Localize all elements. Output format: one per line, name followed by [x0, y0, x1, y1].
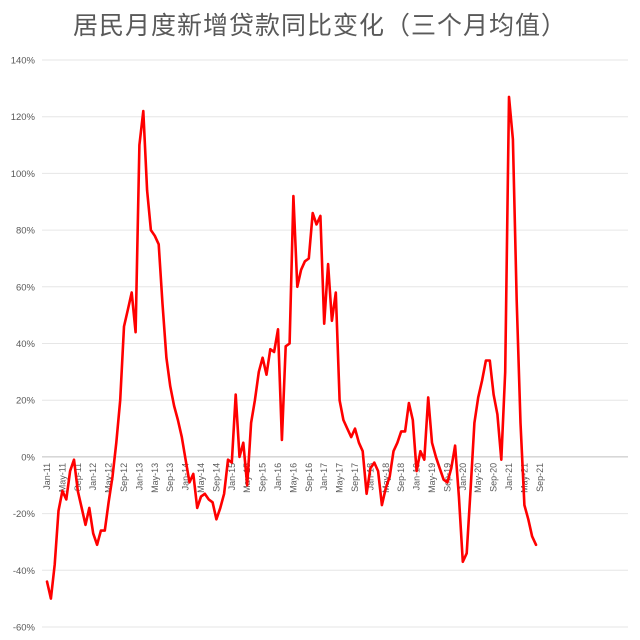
x-tick-label: Sep-14 [211, 463, 221, 492]
x-tick-label: May-18 [381, 463, 391, 493]
grid-layer [42, 59, 628, 628]
x-tick-label: Sep-11 [73, 463, 83, 491]
x-tick-label: May-16 [288, 463, 298, 493]
x-tick-label: May-19 [427, 463, 437, 493]
x-tick-label: Sep-15 [258, 463, 268, 492]
x-tick-label: Jan-16 [273, 463, 283, 491]
y-tick-label: 60% [16, 282, 36, 293]
y-tick-label: 140% [11, 56, 36, 67]
x-tick-label: Sep-17 [350, 463, 360, 492]
x-tick-label: Jan-20 [458, 463, 468, 491]
x-tick-label: Jan-17 [319, 463, 329, 491]
x-tick-label: Sep-18 [396, 463, 406, 492]
series-layer [45, 95, 538, 600]
x-tick-label: Sep-21 [535, 463, 545, 492]
y-axis-ticks: -60% -40% -20% 0% 20% 40% 60% 80% 100% 120% 140% [11, 56, 36, 634]
x-tick-label: Jan-15 [227, 463, 237, 491]
y-tick-label: 40% [16, 339, 36, 350]
x-tick-label: May-12 [104, 463, 114, 493]
chart-title: 居民月度新增贷款同比变化（三个月均值） [72, 11, 567, 40]
x-tick-label: Jan-12 [88, 463, 98, 491]
x-tick-label: May-20 [473, 463, 483, 493]
x-tick-label: Jan-19 [412, 463, 422, 491]
y-tick-label: 120% [11, 112, 36, 123]
y-tick-label: -40% [13, 566, 36, 577]
x-tick-label: Jan-11 [42, 463, 52, 490]
y-tick-label: -60% [13, 623, 36, 634]
x-tick-label: Jan-21 [504, 463, 514, 491]
x-tick-label: Jan-14 [181, 463, 191, 491]
x-tick-label: Sep-19 [442, 463, 452, 492]
series-line [45, 95, 538, 600]
y-tick-label: -20% [13, 509, 36, 520]
x-tick-label: Sep-13 [165, 463, 175, 492]
x-tick-label: Sep-12 [119, 463, 129, 492]
y-tick-label: 100% [11, 169, 36, 180]
x-tick-label: Jan-13 [134, 463, 144, 491]
x-tick-label: Sep-16 [304, 463, 314, 492]
y-tick-label: 0% [21, 452, 35, 463]
y-tick-label: 20% [16, 396, 36, 407]
x-tick-label: Sep-20 [489, 463, 499, 492]
x-tick-label: May-14 [196, 463, 206, 493]
y-tick-label: 80% [16, 226, 36, 237]
x-tick-label: May-11 [57, 463, 67, 492]
x-tick-label: May-17 [335, 463, 345, 493]
x-tick-label: May-13 [150, 463, 160, 493]
